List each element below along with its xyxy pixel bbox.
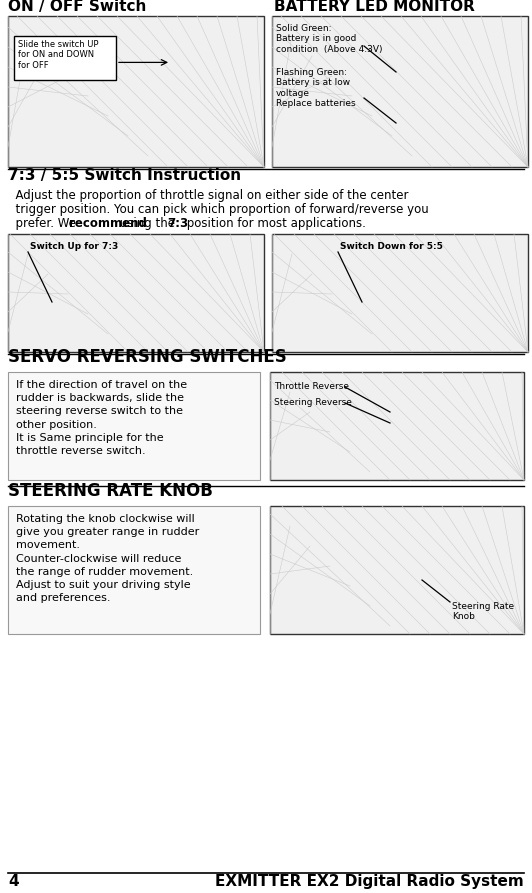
Bar: [8, 372, 260, 480]
Text: 7:3 / 5:5 Switch Instruction: 7:3 / 5:5 Switch Instruction: [8, 168, 241, 183]
Text: BATTERY LED MONITOR: BATTERY LED MONITOR: [274, 0, 475, 14]
Text: STEERING RATE KNOB: STEERING RATE KNOB: [8, 482, 213, 500]
Text: 7:3: 7:3: [168, 217, 189, 230]
Text: Rotating the knob clockwise will
give you greater range in rudder
movement.
Coun: Rotating the knob clockwise will give yo…: [16, 514, 200, 603]
Text: using the: using the: [116, 217, 179, 230]
Bar: [270, 506, 524, 634]
Text: Switch Up for 7:3: Switch Up for 7:3: [30, 242, 118, 251]
Text: 4: 4: [8, 874, 19, 889]
Text: trigger position. You can pick which proportion of forward/reverse you: trigger position. You can pick which pro…: [8, 203, 429, 216]
Text: Adjust the proportion of throttle signal on either side of the center: Adjust the proportion of throttle signal…: [8, 189, 409, 202]
Bar: [270, 372, 524, 480]
Text: Slide the switch UP
for ON and DOWN
for OFF: Slide the switch UP for ON and DOWN for …: [18, 40, 98, 70]
Text: Throttle Reverse: Throttle Reverse: [274, 382, 349, 391]
Text: position for most applications.: position for most applications.: [183, 217, 366, 230]
Bar: [14, 36, 116, 80]
Text: Steering Reverse: Steering Reverse: [274, 398, 352, 407]
Text: SERVO REVERSING SWITCHES: SERVO REVERSING SWITCHES: [8, 348, 287, 366]
Bar: [272, 16, 528, 167]
Text: Solid Green:
Battery is in good
condition  (Above 4.3V): Solid Green: Battery is in good conditio…: [276, 24, 383, 54]
Text: prefer. We: prefer. We: [8, 217, 80, 230]
Text: Flashing Green:
Battery is at low
voltage
Replace batteries: Flashing Green: Battery is at low voltag…: [276, 68, 355, 108]
Text: recommend: recommend: [69, 217, 147, 230]
Text: ON / OFF Switch: ON / OFF Switch: [8, 0, 146, 14]
Bar: [272, 234, 528, 352]
Text: If the direction of travel on the
rudder is backwards, slide the
steering revers: If the direction of travel on the rudder…: [16, 380, 187, 456]
Bar: [8, 16, 264, 167]
Bar: [8, 506, 260, 634]
Text: Steering Rate
Knob: Steering Rate Knob: [452, 602, 514, 622]
Text: EXMITTER EX2 Digital Radio System: EXMITTER EX2 Digital Radio System: [215, 874, 524, 889]
Bar: [8, 234, 264, 352]
Text: Switch Down for 5:5: Switch Down for 5:5: [340, 242, 443, 251]
